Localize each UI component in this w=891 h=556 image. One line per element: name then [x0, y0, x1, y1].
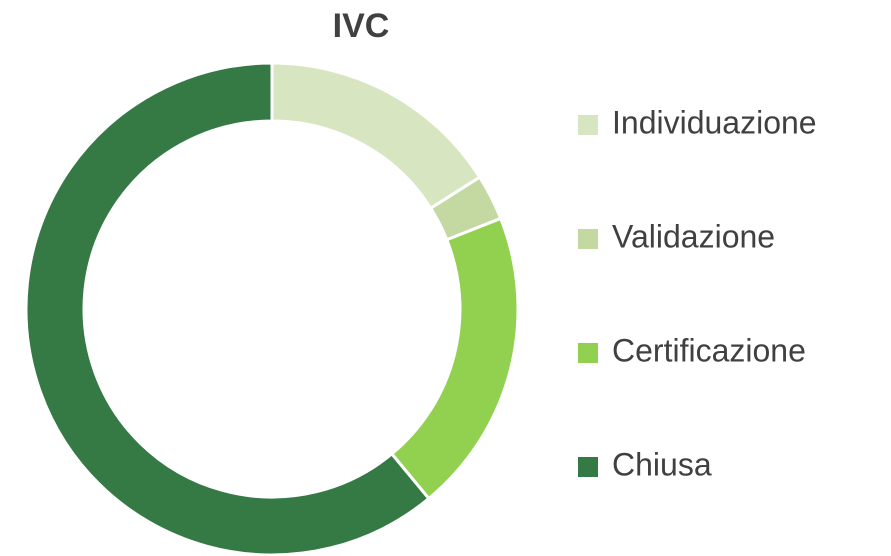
donut-segment — [270, 61, 482, 211]
legend-swatch — [578, 343, 598, 363]
legend-label: Individuazione — [612, 104, 817, 140]
chart-title: IVC — [333, 7, 390, 45]
donut-segment — [389, 216, 520, 501]
legend-swatch — [578, 115, 598, 135]
legend-label: Validazione — [612, 218, 775, 254]
legend-label: Certificazione — [612, 332, 806, 368]
legend-label: Chiusa — [612, 446, 712, 482]
legend-swatch — [578, 229, 598, 249]
donut-segment — [24, 61, 431, 556]
legend-swatch — [578, 457, 598, 477]
